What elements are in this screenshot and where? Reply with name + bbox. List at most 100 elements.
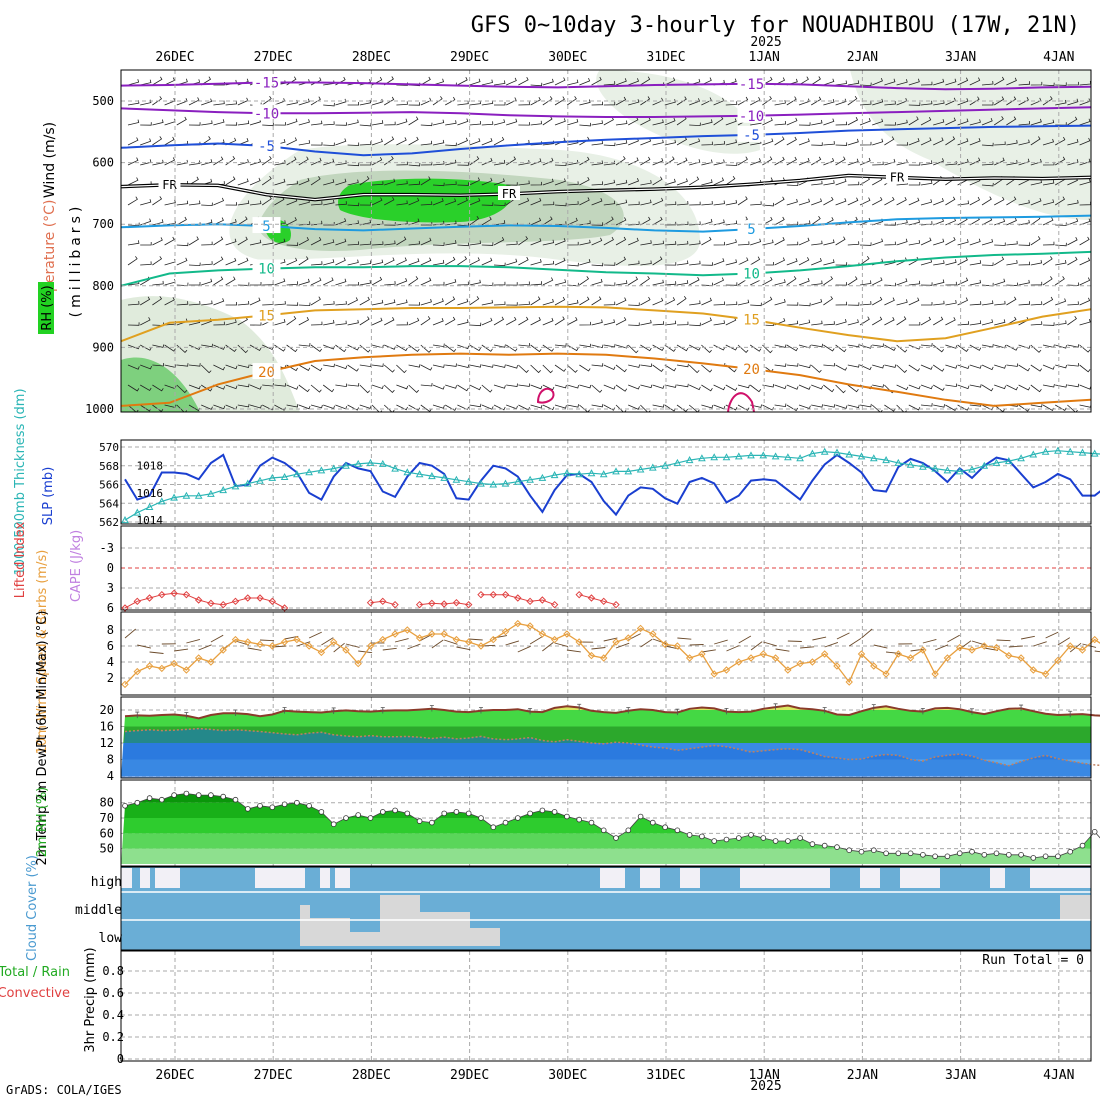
- wind-barb: [957, 239, 969, 246]
- wind-barb: [823, 362, 836, 367]
- wind-barb: [371, 276, 383, 286]
- wind-barb: [652, 197, 664, 206]
- wind-barb: [1042, 199, 1055, 206]
- wind10m-point: [600, 654, 608, 662]
- wind-barb: [347, 383, 360, 387]
- rh2m-point: [846, 847, 852, 853]
- cloud-label-high: high: [91, 875, 122, 890]
- wind-barb: [493, 119, 506, 126]
- wind-barb: [896, 316, 907, 326]
- wind-barb: [445, 384, 457, 389]
- wind-barb: [859, 141, 872, 146]
- wind-barb: [140, 317, 151, 326]
- wind10m-barb: [689, 644, 704, 646]
- isotherm-label-bg: [252, 217, 281, 234]
- wind-barb: [554, 137, 566, 146]
- thick-tick-570: 570: [99, 441, 119, 454]
- thickness-point: [378, 459, 387, 467]
- wind-barb: [652, 384, 665, 389]
- wind-barb: [420, 298, 432, 306]
- cloud-high-clear: [255, 868, 305, 888]
- wind-barb: [811, 298, 823, 306]
- thickness-point: [661, 461, 669, 469]
- wind-barb: [810, 96, 822, 106]
- wind-barb: [1079, 364, 1091, 373]
- wind-barb: [286, 217, 297, 226]
- wind-barb: [518, 236, 529, 246]
- wind10m-barb: [468, 638, 483, 641]
- wind-barb: [798, 122, 811, 126]
- wind-barb: [286, 137, 298, 146]
- wind-barb: [981, 182, 994, 187]
- wind-barb: [896, 119, 908, 126]
- wind-barb: [591, 181, 604, 186]
- wind-barb: [347, 102, 359, 106]
- wind-barb: [408, 404, 421, 411]
- rh2m-point: [514, 815, 521, 821]
- wind-barb: [359, 280, 372, 286]
- wind10m-point: [919, 646, 927, 654]
- wind-barb: [579, 77, 591, 86]
- wind-barb: [213, 119, 225, 126]
- wind10m-barb: [529, 636, 543, 645]
- wind-barb: [310, 384, 322, 393]
- wind-barb: [579, 136, 590, 146]
- wind-barb: [689, 159, 701, 166]
- wind-barb: [884, 222, 896, 226]
- wind-barb: [371, 157, 383, 166]
- thickness-point: [489, 480, 498, 488]
- wind-barb: [774, 100, 786, 106]
- wind-barb: [737, 196, 748, 206]
- wind-barb: [640, 296, 651, 306]
- thickness-point: [428, 472, 436, 480]
- wind-barb: [640, 180, 652, 186]
- rh2m-point: [858, 848, 865, 855]
- wind-barb: [554, 202, 567, 207]
- wind10m-point: [735, 658, 743, 666]
- rh2m-band-50: [122, 833, 1091, 849]
- wind-barb: [432, 139, 445, 146]
- wind-barb: [432, 281, 445, 286]
- lifted-index-point: [526, 597, 534, 606]
- wind-barb: [896, 278, 908, 286]
- thickness-point: [648, 463, 657, 471]
- wind10m-barb: [750, 641, 763, 651]
- wind-barb: [628, 364, 640, 368]
- wind-barb: [1067, 301, 1079, 306]
- wind-barb: [1055, 260, 1067, 266]
- wind-barb: [676, 363, 689, 368]
- wind-barb: [542, 277, 554, 286]
- lifted-index-line: [419, 602, 469, 606]
- wind-barb: [628, 117, 639, 126]
- thick-tick-566: 566: [99, 479, 119, 492]
- wind-barb: [188, 176, 199, 186]
- wind-barb: [237, 257, 249, 266]
- wind-barb: [164, 199, 176, 206]
- wind-barb: [969, 119, 981, 126]
- wind-barb: [1042, 217, 1054, 226]
- wind-barb: [579, 156, 590, 166]
- bottom-date-2JAN: 2JAN: [847, 1068, 878, 1083]
- wind-barb: [1030, 259, 1043, 266]
- thickness-point: [243, 479, 252, 487]
- wind-barb: [323, 121, 335, 126]
- wind-barb: [737, 156, 748, 166]
- wind-barb: [689, 221, 701, 226]
- wind-barb: [420, 404, 432, 412]
- bottom-date-28DEC: 28DEC: [352, 1068, 391, 1083]
- wind10m-barb: [677, 637, 692, 640]
- thickness-point: [1066, 447, 1075, 455]
- wind-barb: [676, 178, 688, 186]
- wind-barb: [164, 136, 175, 146]
- wind-barb: [1067, 237, 1078, 246]
- wind-barb: [908, 138, 920, 146]
- slp-line: [124, 453, 1100, 517]
- wind-barb: [335, 278, 347, 286]
- li-tick-3: 3: [107, 581, 114, 595]
- wind10m-barb: [407, 643, 421, 650]
- rh2m-point: [809, 841, 816, 847]
- wind-barb: [261, 155, 272, 166]
- cloud-high-clear: [140, 868, 150, 888]
- lifted-index-point: [415, 600, 424, 609]
- wind-barb: [567, 181, 579, 186]
